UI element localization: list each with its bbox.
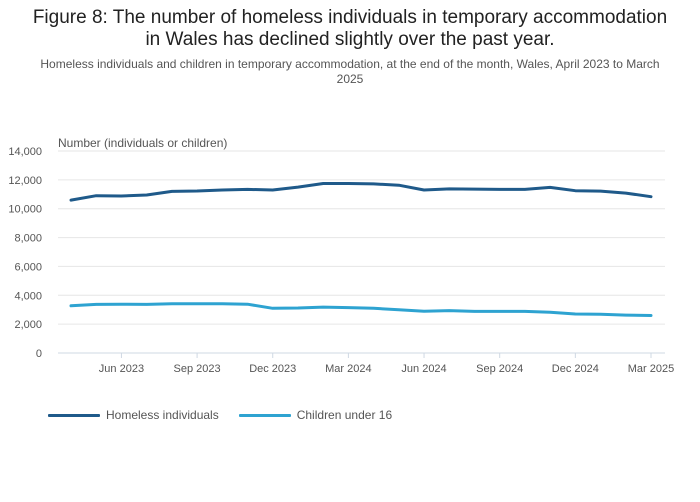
data-point[interactable] [344, 179, 352, 187]
data-point[interactable] [496, 307, 504, 315]
y-axis-label: Number (individuals or children) [58, 136, 227, 150]
data-point[interactable] [143, 300, 151, 308]
data-point[interactable] [244, 185, 252, 193]
data-point[interactable] [597, 187, 605, 195]
data-point[interactable] [269, 186, 277, 194]
x-tick-label: Dec 2024 [552, 363, 599, 375]
data-point[interactable] [395, 181, 403, 189]
data-point[interactable] [92, 192, 100, 200]
data-point[interactable] [622, 311, 630, 319]
data-point[interactable] [294, 304, 302, 312]
data-point[interactable] [193, 300, 201, 308]
data-point[interactable] [647, 311, 655, 319]
chart-title: Figure 8: The number of homeless individ… [32, 7, 668, 50]
y-tick-label: 10,000 [8, 204, 42, 216]
data-point[interactable] [370, 304, 378, 312]
data-point[interactable] [370, 180, 378, 188]
x-tick-label: Mar 2024 [325, 363, 371, 375]
data-point[interactable] [117, 192, 125, 200]
x-tick-label: Sep 2023 [174, 363, 221, 375]
data-point[interactable] [622, 189, 630, 197]
x-tick-label: Jun 2023 [99, 363, 144, 375]
data-point[interactable] [67, 302, 75, 310]
legend-item-children-under-16[interactable]: Children under 16 [238, 408, 393, 422]
data-point[interactable] [294, 183, 302, 191]
data-point[interactable] [319, 303, 327, 311]
x-axis: Jun 2023 Sep 2023 Dec 2023 Mar 2024 Jun 2024… [58, 352, 674, 375]
data-point[interactable] [168, 300, 176, 308]
y-tick-label: 8,000 [14, 233, 42, 245]
legend-item-homeless-individuals[interactable]: Homeless individuals [48, 408, 219, 422]
y-tick-label: 0 [36, 348, 42, 360]
legend-label: Homeless individuals [106, 408, 219, 422]
x-tick-label: Sep 2024 [476, 363, 523, 375]
data-point[interactable] [218, 186, 226, 194]
x-tick-label: Dec 2023 [249, 363, 296, 375]
series-line-children-under-16[interactable] [69, 302, 653, 317]
data-point[interactable] [470, 307, 478, 315]
series-lines [67, 179, 655, 319]
data-point[interactable] [521, 307, 529, 315]
data-point[interactable] [571, 187, 579, 195]
data-point[interactable] [395, 306, 403, 314]
y-tick-label: 6,000 [14, 261, 42, 273]
y-tick-label: 4,000 [14, 290, 42, 302]
data-point[interactable] [319, 179, 327, 187]
data-point[interactable] [193, 187, 201, 195]
data-point[interactable] [571, 310, 579, 318]
data-point[interactable] [420, 307, 428, 315]
data-point[interactable] [67, 196, 75, 204]
data-point[interactable] [470, 185, 478, 193]
legend-swatch [238, 413, 291, 417]
data-point[interactable] [117, 300, 125, 308]
x-tick-label: Jun 2024 [401, 363, 446, 375]
x-tick-label: Mar 2025 [628, 363, 674, 375]
data-point[interactable] [445, 307, 453, 315]
data-point[interactable] [521, 185, 529, 193]
y-tick-label: 12,000 [8, 175, 42, 187]
y-tick-label: 2,000 [14, 319, 42, 331]
series-line-homeless-individuals[interactable] [69, 182, 653, 202]
data-point[interactable] [420, 186, 428, 194]
data-point[interactable] [445, 185, 453, 193]
y-axis: 0 2,000 4,000 6,000 8,000 10,000 12,000 14,000 [8, 146, 42, 360]
data-point[interactable] [168, 187, 176, 195]
data-point[interactable] [546, 183, 554, 191]
y-tick-label: 14,000 [8, 146, 42, 158]
data-point[interactable] [92, 300, 100, 308]
data-point[interactable] [597, 310, 605, 318]
data-point[interactable] [344, 304, 352, 312]
gridlines [58, 150, 665, 325]
data-point[interactable] [496, 185, 504, 193]
legend-swatch [48, 413, 100, 417]
data-point[interactable] [269, 304, 277, 312]
data-point[interactable] [546, 308, 554, 316]
data-point[interactable] [218, 300, 226, 308]
legend-label: Children under 16 [296, 408, 393, 422]
data-point[interactable] [244, 300, 252, 308]
legend: Homeless individuals Children under 16 [48, 408, 412, 422]
data-point[interactable] [647, 193, 655, 201]
chart-subtitle: Homeless individuals and children in tem… [40, 57, 660, 86]
data-point[interactable] [143, 191, 151, 199]
